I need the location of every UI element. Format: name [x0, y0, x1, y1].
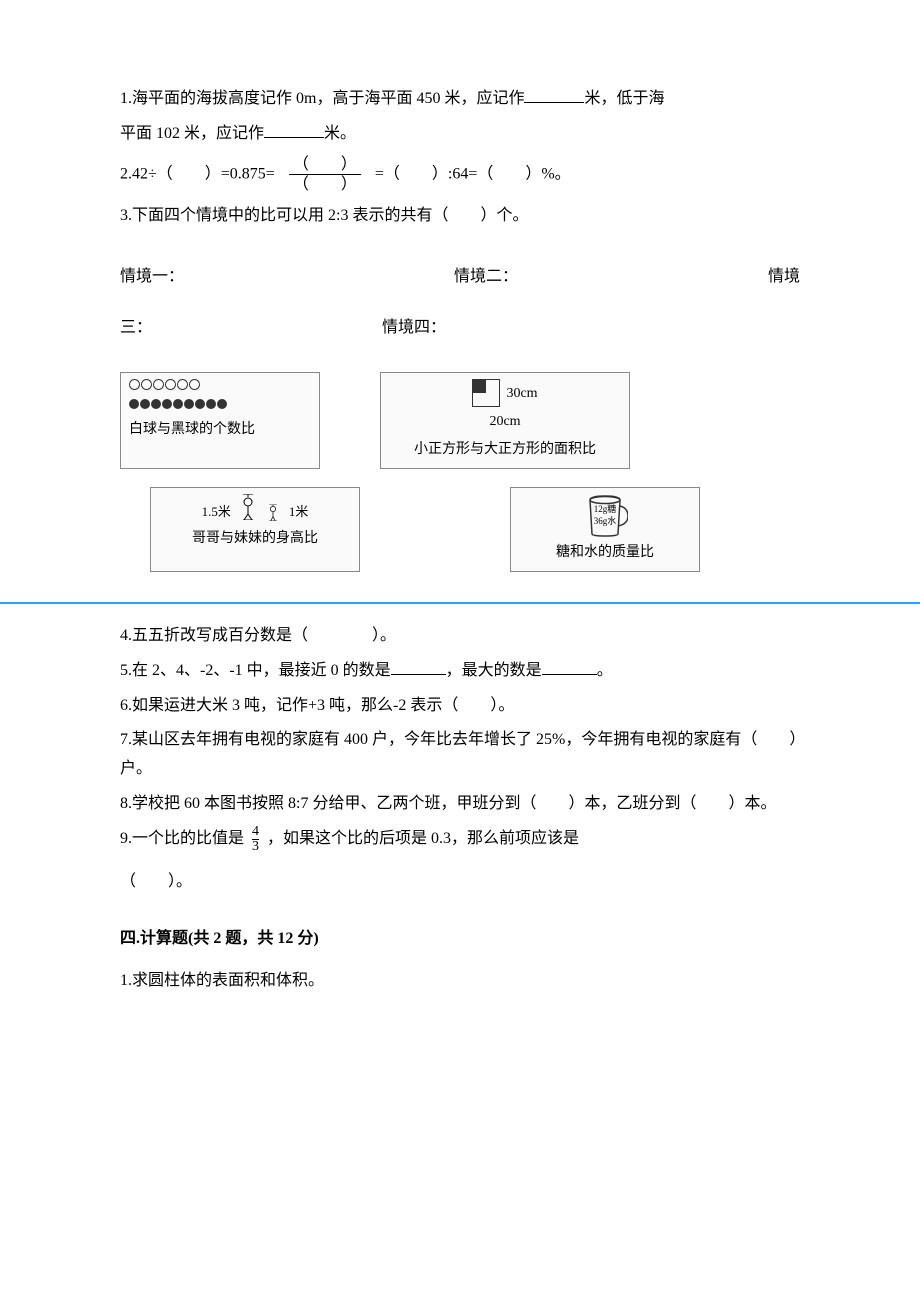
situation-3-label-part: 情境	[768, 263, 800, 292]
q2-mid: =（ ）:64=（ ）%。	[375, 165, 571, 182]
fraction-box: （ ） （ ）	[289, 155, 361, 194]
q9-a: 9.一个比的比值是	[120, 830, 244, 847]
fraction-4-3: 4 3	[252, 825, 259, 854]
fraction-denominator: （ ）	[289, 175, 361, 194]
big-square-icon	[472, 379, 500, 407]
question-5: 5.在 2、4、-2、-1 中，最接近 0 的数是 ，最大的数是 。	[120, 657, 800, 686]
figure-3-heights: 1.5米 1米 哥哥与妹妹的身高比	[150, 487, 360, 572]
svg-text:12g糖: 12g糖	[594, 503, 617, 514]
figure-4-caption: 糖和水的质量比	[519, 540, 691, 565]
q9-b: ，如果这个比的后项是 0.3，那么前项应该是	[267, 830, 579, 847]
question-6: 6.如果运进大米 3 吨，记作+3 吨，那么-2 表示（ ）。	[120, 692, 800, 721]
frac-num: 4	[252, 825, 259, 840]
small-square-icon	[473, 380, 486, 393]
situation-labels-row1: 情境一： 情境二： 情境	[120, 263, 800, 292]
worksheet-page: 1.海平面的海拔高度记作 0m，高于海平面 450 米，应记作 米，低于海 平面 …	[0, 0, 920, 1302]
figure-row-2: 1.5米 1米 哥哥与妹妹的身高比 12g糖 36g水	[120, 487, 800, 572]
question-4: 4.五五折改写成百分数是（ ）。	[120, 622, 800, 651]
situation-3-label-line2: 三：	[120, 314, 152, 343]
situation-labels-row2: 三： 情境四：	[120, 314, 800, 343]
section-4-title: 四.计算题(共 2 题，共 12 分)	[120, 925, 800, 954]
big-square-label: 30cm	[506, 381, 537, 406]
height-2-label: 1米	[289, 500, 309, 523]
figure-1-caption: 白球与黑球的个数比	[129, 417, 311, 442]
question-1: 1.海平面的海拔高度记作 0m，高于海平面 450 米，应记作 米，低于海	[120, 85, 800, 114]
question-8: 8.学校把 60 本图书按照 8:7 分给甲、乙两个班，甲班分到（ ）本，乙班分…	[120, 790, 800, 819]
blank	[542, 658, 597, 675]
situation-4-label: 情境四：	[382, 314, 446, 343]
blue-divider	[0, 602, 920, 604]
frac-den: 3	[252, 840, 259, 854]
svg-text:36g水: 36g水	[594, 515, 617, 526]
question-1b: 平面 102 米，应记作 米。	[120, 120, 800, 149]
figure-2-caption: 小正方形与大正方形的面积比	[389, 437, 621, 462]
sister-icon	[267, 504, 279, 524]
q1-text-b: 米，低于海	[584, 90, 664, 107]
height-1-label: 1.5米	[202, 500, 231, 523]
small-square-label: 20cm	[389, 409, 621, 434]
black-balls-row	[129, 398, 311, 415]
situation-2-label: 情境二：	[454, 263, 518, 292]
situation-1-label: 情境一：	[120, 263, 184, 292]
white-balls-row	[129, 379, 311, 396]
q5-c: 。	[597, 662, 613, 679]
question-2: 2.42÷（ ）=0.875= （ ） （ ） =（ ）:64=（ ）%。	[120, 155, 800, 194]
section-4-q1: 1.求圆柱体的表面积和体积。	[120, 967, 800, 996]
figure-row-1: 白球与黑球的个数比 30cm 20cm 小正方形与大正方形的面积比	[120, 372, 800, 468]
q5-a: 5.在 2、4、-2、-1 中，最接近 0 的数是	[120, 662, 391, 679]
figure-2-squares: 30cm 20cm 小正方形与大正方形的面积比	[380, 372, 630, 468]
squares-diagram: 30cm	[389, 379, 621, 407]
question-9: 9.一个比的比值是 4 3 ，如果这个比的后项是 0.3，那么前项应该是	[120, 825, 800, 854]
blank	[264, 121, 324, 138]
blank	[391, 658, 446, 675]
figure-3-caption: 哥哥与妹妹的身高比	[159, 526, 351, 551]
q2-prefix: 2.42÷（ ）=0.875=	[120, 165, 275, 182]
question-9b: （ ）。	[120, 868, 800, 897]
q1-text-c: 平面 102 米，应记作	[120, 125, 264, 142]
question-3: 3.下面四个情境中的比可以用 2:3 表示的共有（ ）个。	[120, 202, 800, 231]
q3-text: 3.下面四个情境中的比可以用 2:3 表示的共有（ ）个。	[120, 207, 528, 224]
figure-1-balls: 白球与黑球的个数比	[120, 372, 320, 468]
blank	[524, 86, 584, 103]
figure-4-cup: 12g糖 36g水 糖和水的质量比	[510, 487, 700, 572]
q1-text-a: 1.海平面的海拔高度记作 0m，高于海平面 450 米，应记作	[120, 90, 524, 107]
cup-diagram: 12g糖 36g水	[519, 494, 691, 538]
fraction-numerator: （ ）	[289, 155, 361, 175]
q9-c: （ ）。	[120, 873, 192, 890]
height-diagram: 1.5米 1米	[159, 494, 351, 524]
question-7: 7.某山区去年拥有电视的家庭有 400 户，今年比去年增长了 25%，今年拥有电…	[120, 726, 800, 784]
q5-b: ，最大的数是	[446, 662, 542, 679]
brother-icon	[239, 494, 257, 524]
cup-icon: 12g糖 36g水	[582, 494, 628, 538]
q1-text-d: 米。	[324, 125, 356, 142]
